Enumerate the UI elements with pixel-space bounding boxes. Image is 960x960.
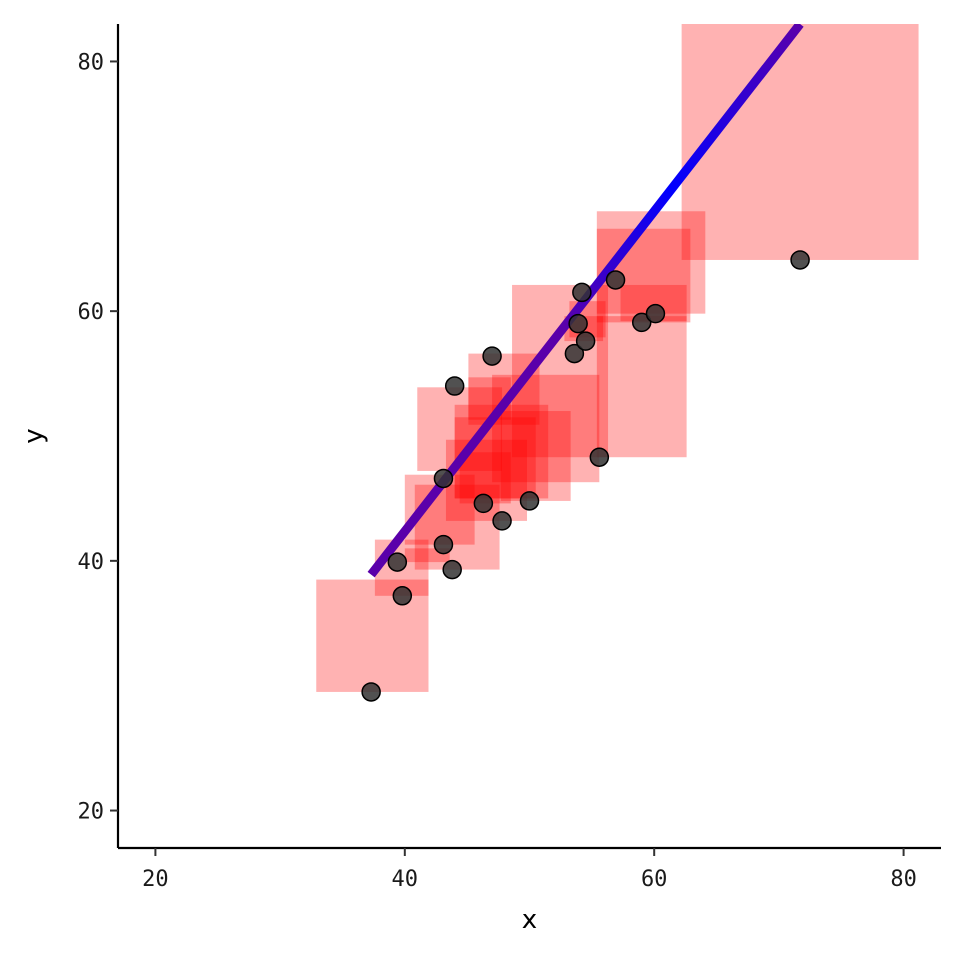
- range-rect-17: [596, 316, 687, 458]
- axes: 20 40 60 80 20 40 60 80: [78, 24, 941, 892]
- data-point-0: [361, 682, 381, 702]
- data-point-11: [564, 343, 585, 364]
- data-point-7: [473, 493, 494, 514]
- data-point-8: [482, 346, 502, 366]
- range-rect-21: [681, 24, 919, 260]
- y-tick-label-40: 40: [78, 550, 105, 575]
- data-point-13: [572, 282, 592, 303]
- data-point-19: [790, 250, 810, 270]
- x-tick-label-40: 40: [392, 867, 419, 892]
- data-point-3: [433, 534, 454, 555]
- y-tick-label-80: 80: [78, 50, 105, 75]
- range-rect-13: [500, 411, 571, 501]
- x-tick-label-60: 60: [641, 867, 668, 892]
- data-point-5: [442, 559, 462, 580]
- x-tick-label-20: 20: [142, 867, 169, 892]
- data-point-9: [492, 511, 512, 531]
- x-tick-label-80: 80: [890, 867, 917, 892]
- y-tick-label-60: 60: [78, 300, 105, 325]
- data-point-6: [444, 376, 465, 396]
- data-point-14: [575, 331, 596, 351]
- data-point-1: [387, 552, 408, 572]
- y-axis-title: y: [19, 428, 49, 443]
- data-point-2: [392, 586, 413, 606]
- data-points: [361, 250, 810, 702]
- data-point-4: [433, 468, 454, 489]
- data-point-15: [589, 447, 610, 467]
- confidence-rects: [316, 24, 919, 692]
- data-point-17: [631, 312, 652, 333]
- data-point-12: [568, 313, 588, 334]
- data-point-18: [645, 303, 666, 324]
- range-rect-8: [454, 417, 536, 499]
- data-point-10: [519, 491, 540, 511]
- data-point-16: [605, 270, 626, 290]
- range-rect-11: [468, 353, 540, 425]
- x-axis-title: x: [522, 905, 537, 935]
- y-tick-label-20: 20: [78, 800, 105, 825]
